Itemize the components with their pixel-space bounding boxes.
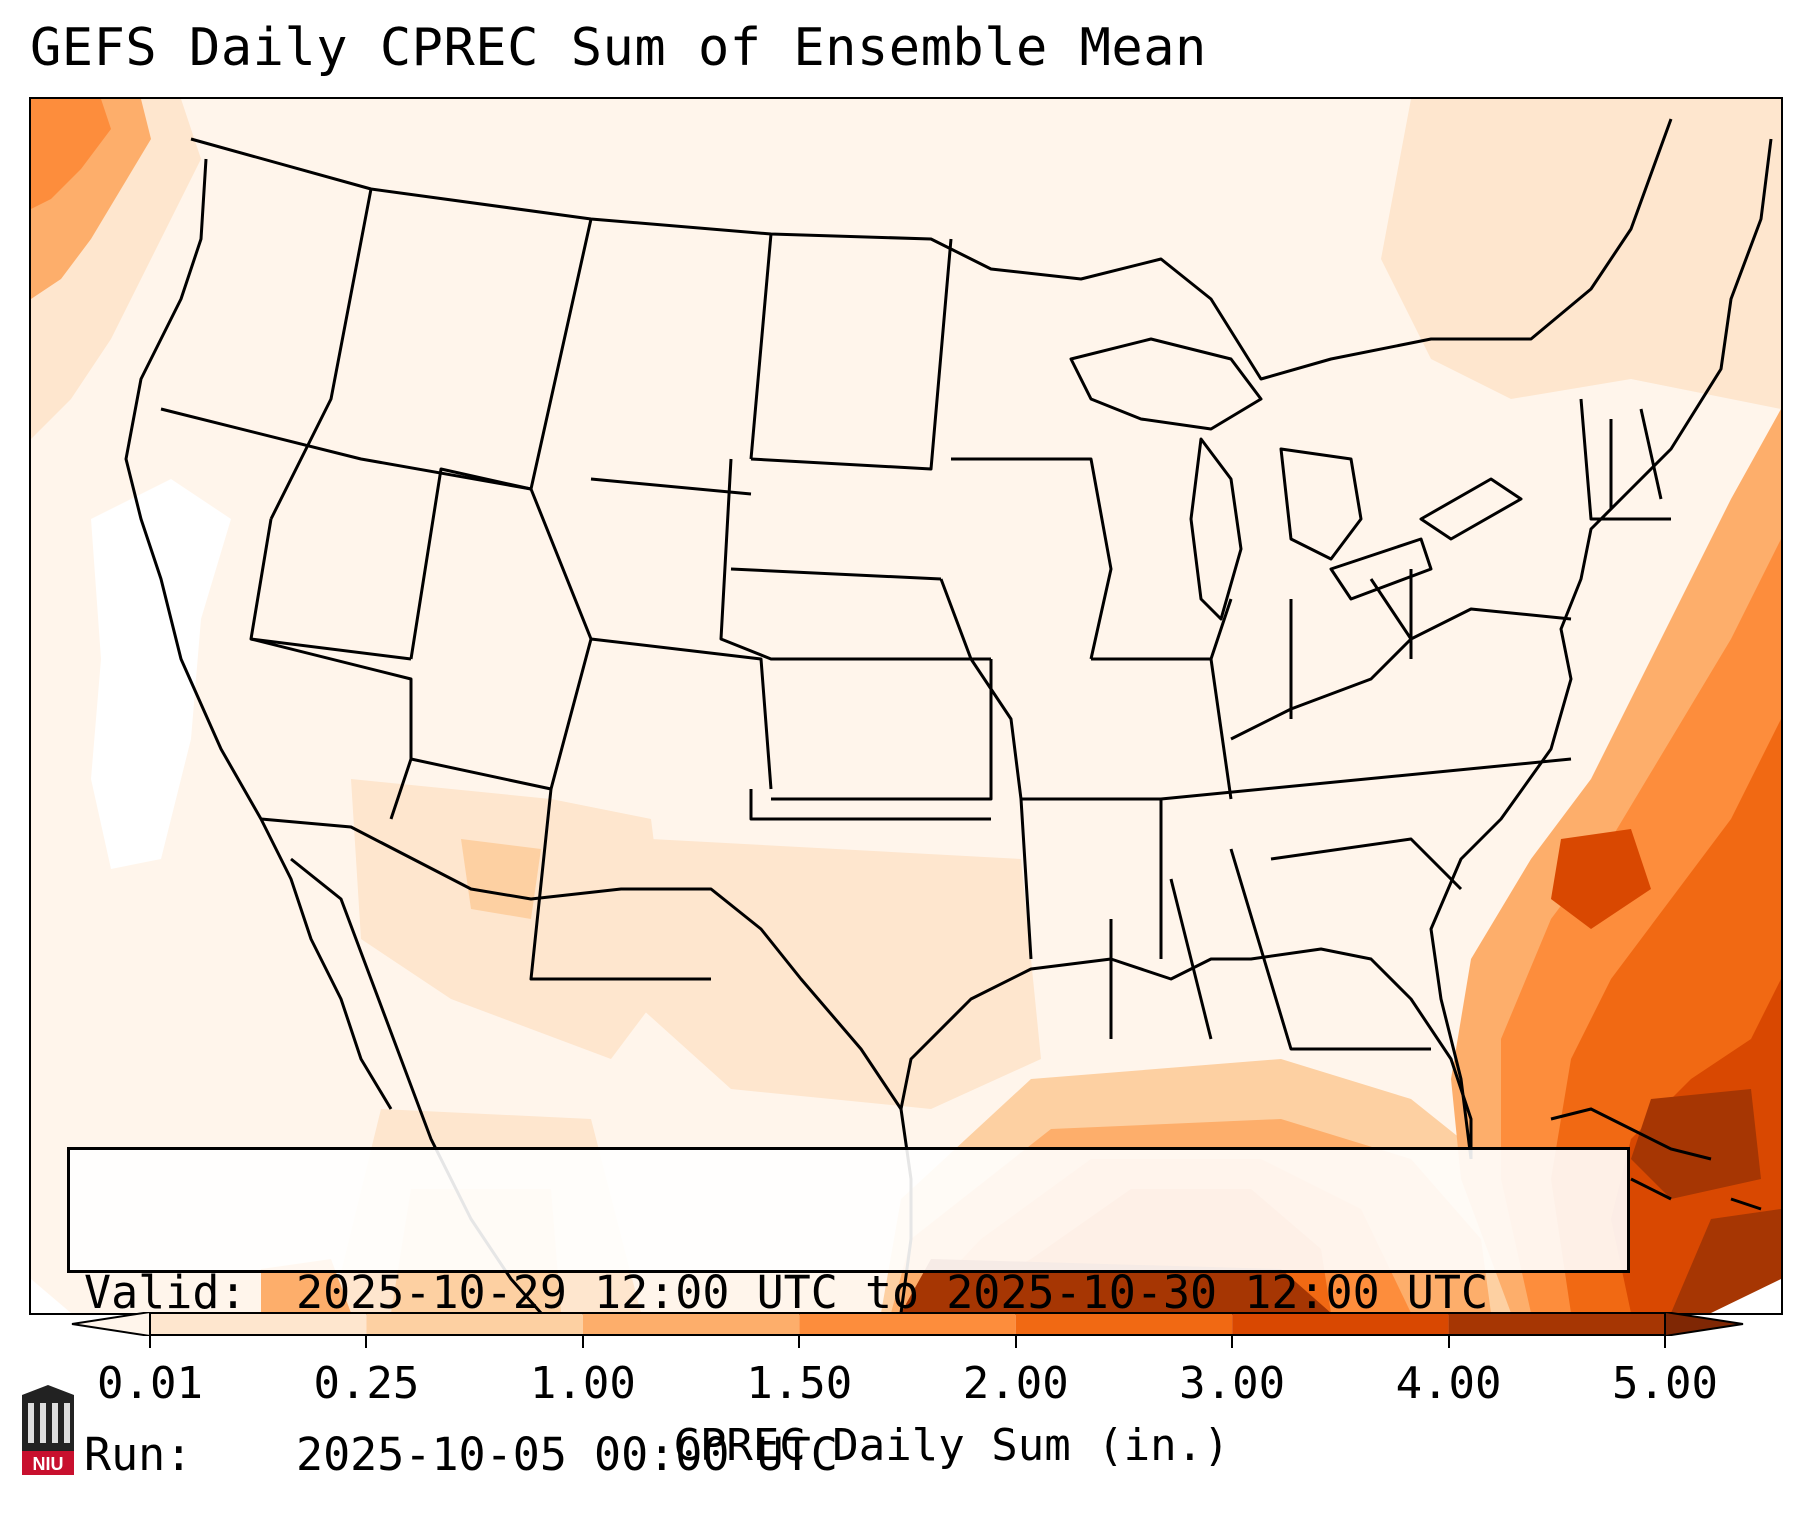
colorbar-segment — [150, 1312, 367, 1336]
colorbar-tick-label: 5.00 — [1612, 1358, 1718, 1409]
islands — [1550, 1107, 1762, 1211]
colorbar-tick-mark — [365, 1336, 368, 1348]
colorbar-tick-mark — [1664, 1336, 1666, 1348]
colorbar-extend-low — [71, 1312, 151, 1336]
precipitation-map — [29, 97, 1783, 1315]
colorbar-tick-label: 1.50 — [746, 1358, 853, 1409]
valid-row: Valid: 2025-10-29 12:00 UTC to 2025-10-3… — [84, 1266, 1613, 1320]
colorbar-segment — [1015, 1312, 1233, 1336]
map-title: GEFS Daily CPREC Sum of Ensemble Mean — [30, 18, 1207, 78]
colorbar-extend-high — [1664, 1312, 1744, 1336]
colorbar-tick-mark — [1014, 1336, 1017, 1348]
valid-value: 2025-10-29 12:00 UTC to 2025-10-30 12:00… — [296, 1266, 1489, 1319]
colorbar-tick-label: 3.00 — [1179, 1358, 1286, 1409]
colorbar-tick-label: 0.25 — [313, 1358, 420, 1409]
colorbar-outline — [149, 1312, 1666, 1336]
logo-text: NIU — [33, 1454, 64, 1474]
colorbar-tick-mark — [149, 1336, 151, 1348]
valid-label: Valid: — [84, 1266, 247, 1319]
colorbar-segment — [366, 1312, 583, 1336]
colorbar-tick-label: 4.00 — [1395, 1358, 1502, 1409]
colorbar-tick-mark — [1231, 1336, 1234, 1348]
colorbar-tick-label: 1.00 — [529, 1358, 636, 1409]
run-label: Run: — [84, 1428, 193, 1481]
boundaries — [124, 118, 1773, 1313]
colorbar-tick-mark — [798, 1336, 801, 1348]
colorbar-segment — [1232, 1312, 1449, 1336]
colorbar-tick-mark — [1447, 1336, 1450, 1348]
colorbar-segment — [1448, 1312, 1665, 1336]
colorbar-tick-label: 0.01 — [97, 1358, 203, 1409]
niu-logo-icon: NIU — [22, 1385, 74, 1475]
valid-run-info-box: Valid: 2025-10-29 12:00 UTC to 2025-10-3… — [67, 1147, 1630, 1481]
colorbar-label: CPREC Daily Sum (in.) — [673, 1420, 1230, 1471]
run-value: 2025-10-05 00:00 UTC — [296, 1428, 838, 1481]
colorbar-segment — [799, 1312, 1016, 1336]
colorbar-tick-mark — [581, 1336, 584, 1348]
colorbar-tick-label: 2.00 — [962, 1358, 1069, 1409]
colorbar — [71, 1312, 1744, 1336]
run-row: Run: 2025-10-05 00:00 UTC — [84, 1428, 1613, 1482]
map-canvas — [31, 99, 1781, 1313]
colorbar-segment — [582, 1312, 800, 1336]
